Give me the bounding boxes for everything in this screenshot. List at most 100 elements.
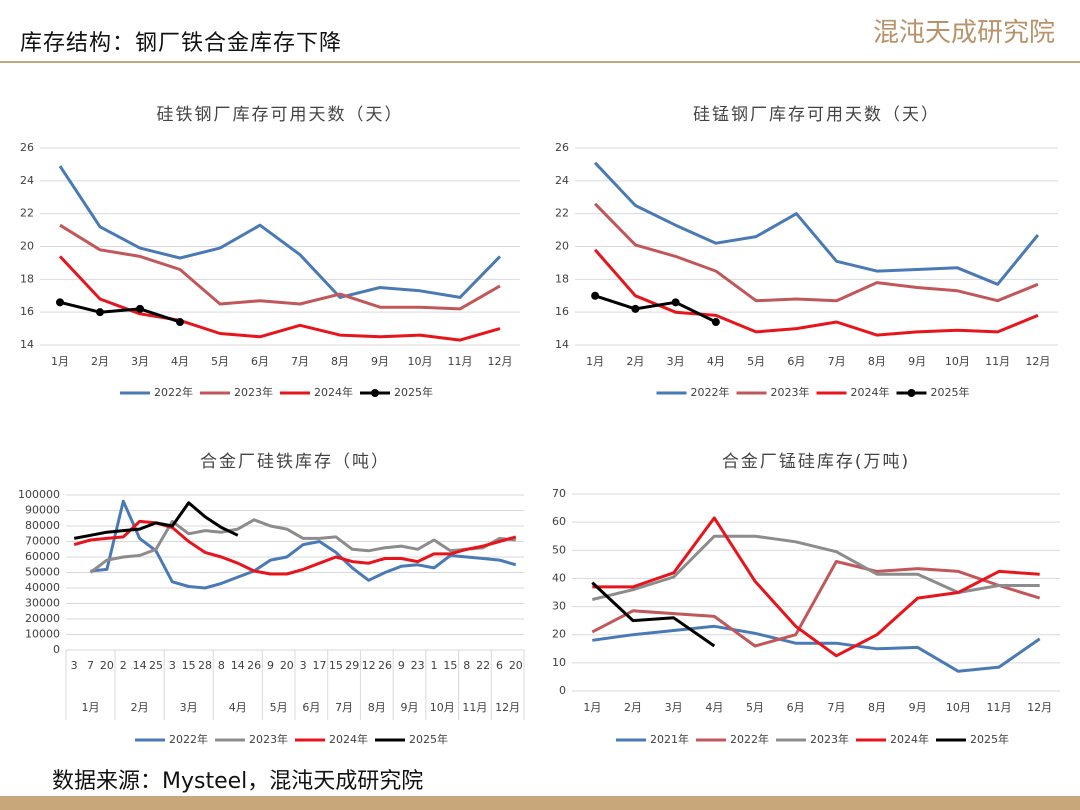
legend-label: 2022年 [154, 385, 193, 399]
series-line [73, 501, 239, 540]
point-marker [56, 298, 64, 307]
x-tick-label: 15 [443, 659, 457, 672]
series-line [591, 534, 1040, 601]
legend-label: 2023年 [249, 732, 288, 746]
x-tick-label: 10月 [408, 355, 433, 368]
x-group-label: 4月 [229, 701, 247, 714]
y-tick-label: 30000 [25, 597, 60, 610]
legend-marker [371, 389, 379, 397]
x-tick-label: 20 [509, 659, 523, 672]
series-line [59, 300, 181, 324]
x-tick-label: 9月 [909, 701, 927, 714]
series-line [594, 294, 717, 324]
x-tick-label: 5月 [746, 701, 764, 714]
x-group-label: 12月 [495, 701, 520, 714]
x-tick-label: 3 [169, 659, 176, 672]
series-line [594, 202, 1039, 303]
legend-label: 2024年 [851, 385, 890, 399]
x-tick-label: 15 [182, 659, 196, 672]
x-tick-label: 12月 [1027, 701, 1052, 714]
x-tick-label: 8月 [331, 355, 349, 368]
x-tick-label: 2月 [624, 701, 642, 714]
y-tick-label: 24 [555, 174, 569, 187]
x-group-label: 5月 [270, 701, 288, 714]
y-tick-label: 0 [559, 684, 566, 697]
series-line [594, 161, 1040, 286]
y-tick-label: 70000 [25, 535, 60, 548]
point-marker [671, 298, 680, 307]
point-marker [711, 318, 720, 327]
x-tick-label: 7月 [828, 355, 846, 368]
y-tick-label: 26 [20, 141, 34, 154]
legend-label: 2024年 [314, 385, 353, 399]
x-tick-label: 3 [71, 659, 78, 672]
y-tick-label: 70 [552, 487, 566, 500]
x-group-label: 9月 [401, 701, 419, 714]
footer-bar [0, 796, 1080, 810]
series-line [591, 560, 1041, 648]
y-tick-label: 22 [555, 207, 569, 220]
x-tick-label: 7 [87, 659, 94, 672]
x-tick-label: 3月 [665, 701, 683, 714]
x-tick-label: 6月 [787, 701, 805, 714]
chart-title: 硅锰钢厂库存可用天数（天） [693, 105, 940, 125]
x-tick-label: 8月 [868, 355, 886, 368]
y-tick-label: 18 [20, 272, 34, 285]
x-tick-label: 11月 [987, 701, 1012, 714]
point-marker [136, 304, 144, 313]
y-tick-label: 90000 [25, 504, 60, 517]
x-tick-label: 7月 [827, 701, 845, 714]
series-line [591, 581, 716, 648]
x-tick-label: 9 [398, 659, 405, 672]
x-group-label: 2月 [131, 701, 149, 714]
x-tick-label: 2月 [626, 355, 644, 368]
y-tick-label: 14 [555, 338, 569, 351]
point-marker [96, 308, 104, 317]
x-tick-label: 1月 [583, 701, 601, 714]
x-tick-label: 2 [120, 659, 127, 672]
x-group-label: 10月 [430, 701, 455, 714]
x-group-label: 7月 [335, 701, 353, 714]
series-line [59, 223, 501, 311]
legend-marker [907, 389, 916, 397]
y-tick-label: 18 [555, 272, 569, 285]
x-tick-label: 12 [362, 659, 376, 672]
logo: 混沌天成研究院 [873, 18, 1055, 48]
series-line [592, 624, 1041, 673]
legend-label: 2025年 [970, 732, 1009, 746]
x-tick-label: 28 [198, 659, 212, 672]
y-tick-label: 20 [20, 240, 34, 253]
x-tick-label: 6 [496, 659, 503, 672]
x-tick-label: 10月 [945, 355, 970, 368]
x-tick-label: 2月 [91, 355, 109, 368]
y-tick-label: 26 [555, 141, 569, 154]
page-title: 库存结构：钢厂铁合金库存下降 [20, 31, 342, 56]
y-tick-label: 40 [552, 571, 566, 584]
x-tick-label: 8月 [868, 701, 886, 714]
x-tick-label: 9月 [371, 355, 389, 368]
x-tick-label: 3月 [131, 355, 149, 368]
x-tick-label: 4月 [707, 355, 725, 368]
y-tick-label: 50 [552, 543, 566, 556]
x-tick-label: 11月 [448, 355, 473, 368]
series-line [90, 499, 517, 590]
y-tick-label: 16 [555, 305, 569, 318]
x-tick-label: 1月 [586, 355, 604, 368]
x-tick-label: 14 [231, 659, 245, 672]
point-marker [591, 291, 600, 300]
x-group-label: 6月 [302, 701, 320, 714]
x-tick-label: 3月 [667, 355, 685, 368]
series-line [592, 516, 1040, 658]
point-marker [631, 304, 640, 313]
legend-label: 2023年 [810, 732, 849, 746]
y-tick-label: 20000 [25, 612, 60, 625]
series-line [58, 165, 502, 299]
x-tick-label: 20 [280, 659, 294, 672]
x-tick-label: 6月 [787, 355, 805, 368]
y-tick-label: 80000 [25, 519, 60, 532]
chart-title: 合金厂硅铁库存（吨） [200, 452, 390, 472]
legend-label: 2023年 [771, 385, 810, 399]
x-tick-label: 9月 [908, 355, 926, 368]
x-tick-label: 23 [411, 659, 425, 672]
